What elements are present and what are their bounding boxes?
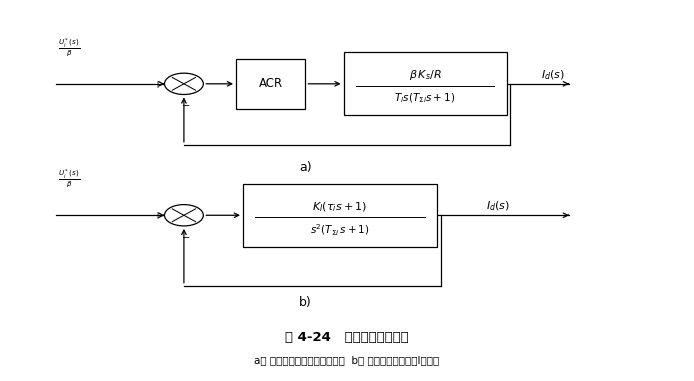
Text: ACR: ACR [259, 77, 282, 90]
Text: $-$: $-$ [181, 99, 190, 109]
Text: a） 大惯性环节近似成积分环节  b） 电流环校正成典型Ⅰ型系统: a） 大惯性环节近似成积分环节 b） 电流环校正成典型Ⅰ型系统 [255, 355, 439, 365]
Text: $I_d(s)$: $I_d(s)$ [541, 68, 566, 82]
Circle shape [164, 73, 203, 94]
Text: $K_I(\tau_i s+1)$: $K_I(\tau_i s+1)$ [312, 200, 368, 214]
Text: $-$: $-$ [181, 231, 190, 240]
Circle shape [164, 205, 203, 226]
Text: $\frac{U_i^*(s)}{\beta}$: $\frac{U_i^*(s)}{\beta}$ [58, 37, 81, 59]
Text: $I_d(s)$: $I_d(s)$ [486, 200, 510, 213]
Text: +: + [153, 80, 161, 90]
Text: $\frac{U_i^*(s)}{\beta}$: $\frac{U_i^*(s)}{\beta}$ [58, 168, 81, 190]
Text: $T_ls(T_{\Sigma i}s+1)$: $T_ls(T_{\Sigma i}s+1)$ [394, 91, 456, 105]
Text: b): b) [299, 296, 312, 309]
Text: +: + [153, 211, 161, 221]
Bar [236, 59, 305, 109]
Text: $s^2(T_{\Sigma i}\,s+1)$: $s^2(T_{\Sigma i}\,s+1)$ [310, 223, 370, 238]
Text: 图 4-24   电流环动态结构图: 图 4-24 电流环动态结构图 [285, 331, 409, 344]
Text: $\beta\, K_s/R$: $\beta\, K_s/R$ [409, 69, 441, 82]
Bar [344, 52, 507, 115]
Bar [243, 184, 437, 247]
Text: a): a) [299, 161, 312, 174]
